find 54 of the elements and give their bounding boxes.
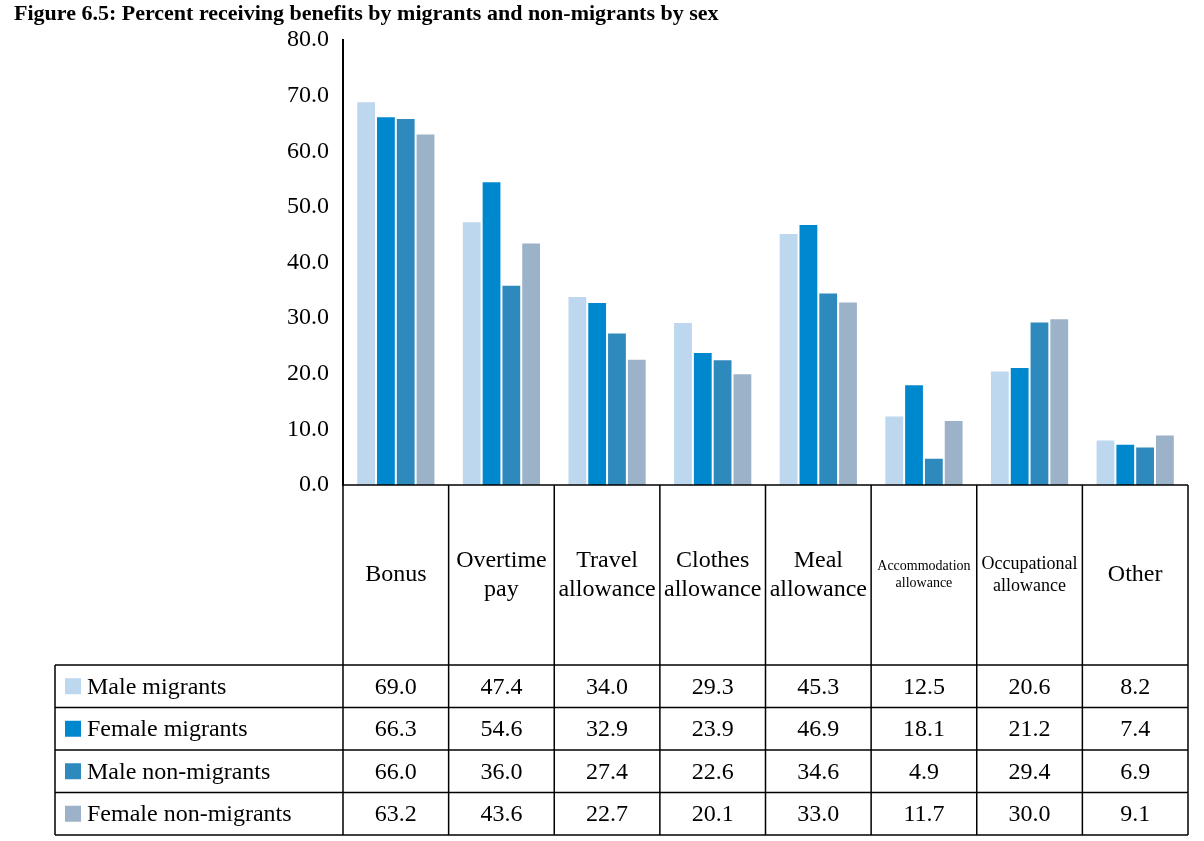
data-label: 8.2 bbox=[1120, 672, 1151, 699]
data-label: 66.0 bbox=[374, 757, 417, 784]
data-label: 30.0 bbox=[1008, 800, 1051, 827]
legend-label: Female non-migrants bbox=[87, 800, 292, 827]
y-tick-label: 70.0 bbox=[287, 80, 329, 107]
data-label: 4.9 bbox=[908, 757, 939, 784]
data-label: 34.0 bbox=[586, 672, 629, 699]
data-label: 43.6 bbox=[480, 800, 523, 827]
x-tick-label: Accommodation allowance bbox=[877, 558, 971, 591]
data-label: 11.7 bbox=[903, 800, 945, 827]
data-label: 66.3 bbox=[374, 715, 417, 742]
x-tick-label: Occupational allowance bbox=[981, 552, 1078, 595]
data-label: 7.4 bbox=[1120, 715, 1151, 742]
x-tick-label: Travel allowance bbox=[558, 545, 656, 601]
data-label: 47.4 bbox=[480, 672, 523, 699]
data-label: 18.1 bbox=[902, 715, 945, 742]
x-tick-label: Meal allowance bbox=[769, 545, 867, 601]
y-tick-label: 10.0 bbox=[287, 414, 329, 441]
data-label: 23.9 bbox=[691, 715, 734, 742]
x-tick-label: Clothes allowance bbox=[664, 545, 762, 601]
y-tick-label: 0.0 bbox=[299, 470, 329, 497]
data-label: 69.0 bbox=[374, 672, 417, 699]
y-tick-label: 80.0 bbox=[287, 25, 329, 52]
data-label: 29.3 bbox=[691, 672, 734, 699]
data-label: 6.9 bbox=[1120, 757, 1151, 784]
legend-label: Male migrants bbox=[87, 672, 227, 699]
data-label: 9.1 bbox=[1120, 800, 1151, 827]
data-label: 46.9 bbox=[797, 715, 840, 742]
data-label: 12.5 bbox=[902, 672, 945, 699]
y-tick-label: 50.0 bbox=[287, 192, 329, 219]
data-label: 27.4 bbox=[586, 757, 629, 784]
data-label: 22.6 bbox=[691, 757, 734, 784]
data-label: 63.2 bbox=[374, 800, 417, 827]
x-tick-label: Other bbox=[1107, 560, 1163, 587]
legend-label: Male non-migrants bbox=[87, 757, 271, 784]
data-label: 20.6 bbox=[1008, 672, 1051, 699]
data-label: 34.6 bbox=[797, 757, 840, 784]
legend-label: Female migrants bbox=[87, 715, 248, 742]
data-label: 20.1 bbox=[691, 800, 734, 827]
chart-title: Figure 6.5: Percent receiving benefits by migrants and non-migrants by sex bbox=[14, 0, 719, 25]
data-label: 54.6 bbox=[480, 715, 523, 742]
data-label: 29.4 bbox=[1008, 757, 1051, 784]
data-label: 36.0 bbox=[480, 757, 523, 784]
y-tick-label: 60.0 bbox=[287, 136, 329, 163]
data-label: 33.0 bbox=[797, 800, 840, 827]
y-tick-label: 40.0 bbox=[287, 247, 329, 274]
y-tick-label: 20.0 bbox=[287, 359, 329, 386]
data-label: 22.7 bbox=[586, 800, 629, 827]
data-label: 32.9 bbox=[586, 715, 629, 742]
x-tick-label: Overtime pay bbox=[456, 545, 547, 601]
y-tick-label: 30.0 bbox=[287, 303, 329, 330]
x-tick-label: Bonus bbox=[365, 560, 427, 587]
data-label: 45.3 bbox=[797, 672, 840, 699]
data-label: 21.2 bbox=[1008, 715, 1051, 742]
